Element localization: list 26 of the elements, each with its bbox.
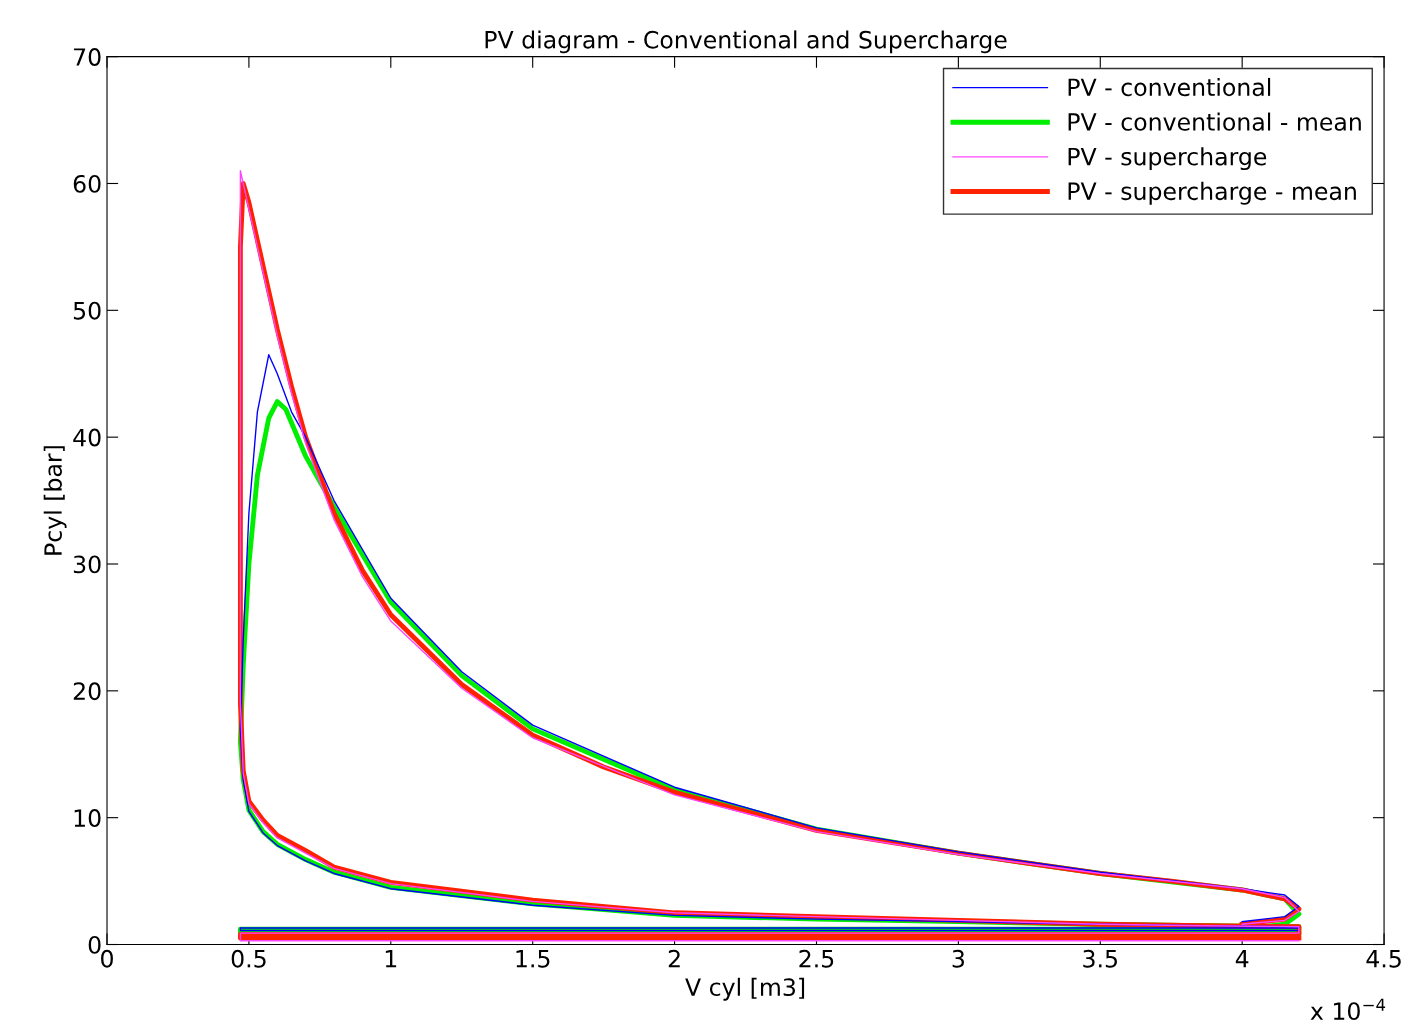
y-axis-title: Pcyl [bar]	[43, 446, 67, 555]
y-tick-label: 40	[73, 428, 101, 447]
y-tick-label: 30	[73, 555, 101, 574]
x-tick-label: 4	[1235, 950, 1249, 968]
legend-label: PV - supercharge - mean	[1068, 181, 1356, 205]
x-tick-label: 1	[385, 950, 397, 968]
y-tick-label: 10	[74, 809, 101, 827]
y-tick-label: 0	[88, 935, 101, 954]
legend-label: PV - supercharge	[1068, 147, 1267, 171]
y-tick-label: 50	[73, 301, 101, 320]
x-tick-label: 0.5	[231, 949, 266, 968]
x-tick-label: 1.5	[516, 950, 550, 968]
legend-label: PV - conventional - mean	[1068, 112, 1361, 131]
chart-title: PV diagram - Conventional and Supercharge	[485, 30, 1007, 54]
x-tick-label: 2	[668, 949, 680, 968]
x-axis-title: V cyl [m3]	[685, 977, 805, 1001]
x-tick-label: 4.5	[1366, 950, 1401, 968]
y-tick-label: 60	[73, 174, 101, 193]
x-tick-label: 2.5	[799, 949, 834, 968]
legend-label: PV - conventional	[1068, 77, 1271, 97]
y-tick-label: 20	[73, 682, 101, 701]
y-tick-label: 70	[74, 48, 101, 66]
text: x 10$^{−4}$	[1310, 998, 1386, 1021]
x-tick-label: 0	[101, 949, 113, 968]
x-tick-label: 3	[952, 949, 964, 968]
x-tick-label: 3.5	[1083, 949, 1117, 968]
